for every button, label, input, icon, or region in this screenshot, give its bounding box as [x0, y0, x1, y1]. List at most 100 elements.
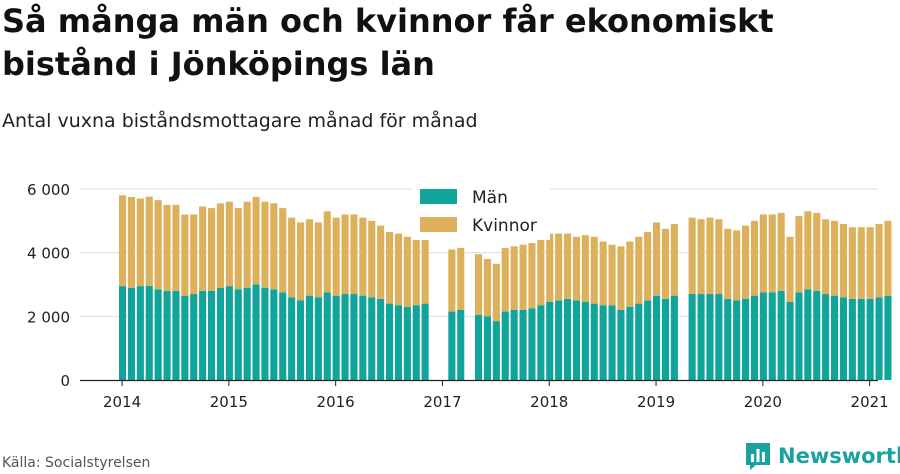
bar-man	[394, 305, 402, 380]
bar-kvinnor	[697, 219, 705, 295]
bar-man	[572, 300, 580, 380]
bar-man	[136, 286, 144, 380]
bar-kvinnor	[483, 259, 491, 317]
bar-kvinnor	[848, 227, 856, 299]
bar-man	[875, 297, 883, 380]
bar-kvinnor	[537, 236, 545, 306]
bar-man	[359, 295, 367, 380]
bar-kvinnor	[510, 246, 518, 310]
bar-man	[715, 294, 723, 380]
bar-man	[644, 300, 652, 380]
bar-man	[884, 295, 892, 380]
bar-man	[528, 308, 536, 381]
bar-kvinnor	[136, 198, 144, 287]
bar-man	[831, 295, 839, 380]
bar-kvinnor	[519, 244, 527, 310]
bar-man	[172, 290, 180, 380]
bar-man	[448, 311, 456, 380]
bar-man	[199, 290, 207, 380]
y-tick-label: 6 000	[27, 181, 70, 199]
x-tick-label: 2015	[210, 393, 248, 411]
bar-man	[697, 294, 705, 380]
bar-man	[386, 303, 394, 380]
bar-man	[332, 295, 340, 380]
bar-kvinnor	[670, 224, 678, 296]
bar-kvinnor	[750, 220, 758, 296]
bar-man	[599, 305, 607, 380]
bar-man	[234, 289, 242, 380]
bar-man	[768, 292, 776, 380]
bar-kvinnor	[804, 211, 812, 290]
bar-man	[119, 286, 127, 380]
y-tick-label: 2 000	[27, 308, 70, 326]
bar-man	[724, 298, 732, 380]
bar-man	[555, 300, 563, 380]
chart-subtitle: Antal vuxna biståndsmottagare månad för …	[2, 110, 478, 132]
bar-man	[581, 302, 589, 380]
bar-man	[670, 295, 678, 380]
bar-kvinnor	[724, 228, 732, 299]
bar-kvinnor	[839, 224, 847, 298]
bar-kvinnor	[831, 220, 839, 296]
bar-kvinnor	[644, 231, 652, 301]
bar-man	[519, 309, 527, 380]
bar-man	[341, 294, 349, 380]
bar-kvinnor	[884, 220, 892, 296]
bar-kvinnor	[706, 217, 714, 295]
bar-man	[261, 287, 269, 380]
bar-kvinnor	[154, 200, 162, 290]
x-tick-label: 2020	[744, 393, 782, 411]
x-tick-label: 2021	[851, 393, 889, 411]
bar-man	[546, 302, 554, 380]
bar-kvinnor	[501, 247, 509, 312]
bar-kvinnor	[359, 217, 367, 296]
bar-man	[403, 306, 411, 380]
bar-man	[848, 298, 856, 380]
bar-man	[145, 285, 153, 380]
bar-kvinnor	[759, 214, 767, 293]
bar-kvinnor	[163, 204, 171, 291]
bar-man	[706, 294, 714, 380]
bar-man	[483, 316, 491, 380]
bar-kvinnor	[305, 219, 313, 296]
bar-man	[323, 292, 331, 380]
bar-kvinnor	[777, 212, 785, 291]
bar-kvinnor	[875, 224, 883, 298]
bar-man	[777, 290, 785, 380]
newsworthy-logo-icon	[746, 443, 770, 470]
bar-man	[492, 321, 500, 380]
bar-man	[857, 298, 865, 380]
bar-man	[163, 290, 171, 380]
bar-kvinnor	[412, 238, 420, 306]
bar-kvinnor	[866, 227, 874, 299]
bar-kvinnor	[715, 219, 723, 295]
legend: Män Kvinnor	[412, 183, 550, 240]
bar-kvinnor	[733, 230, 741, 301]
x-tick-label: 2018	[530, 393, 568, 411]
bar-kvinnor	[377, 225, 385, 299]
bar-man	[314, 297, 322, 380]
bar-kvinnor	[332, 217, 340, 296]
x-tick-label: 2016	[317, 393, 355, 411]
bar-man	[661, 298, 669, 380]
source-note: Källa: Socialstyrelsen	[2, 455, 151, 471]
bar-man	[688, 294, 696, 380]
brand-name: Newsworthy	[778, 444, 900, 468]
bar-man	[750, 295, 758, 380]
bar-man	[350, 294, 358, 380]
bar-kvinnor	[225, 201, 233, 287]
bar-man	[190, 294, 198, 380]
bar-man	[421, 303, 429, 380]
bar-man	[839, 297, 847, 380]
bar-kvinnor	[813, 212, 821, 291]
bar-man	[742, 298, 750, 380]
bar-man	[608, 305, 616, 380]
bar-kvinnor	[279, 208, 287, 293]
bar-kvinnor	[208, 208, 216, 291]
bar-kvinnor	[394, 233, 402, 306]
bar-man	[377, 298, 385, 380]
bar-kvinnor	[350, 214, 358, 295]
bar-man	[813, 290, 821, 380]
bar-man	[288, 297, 296, 380]
